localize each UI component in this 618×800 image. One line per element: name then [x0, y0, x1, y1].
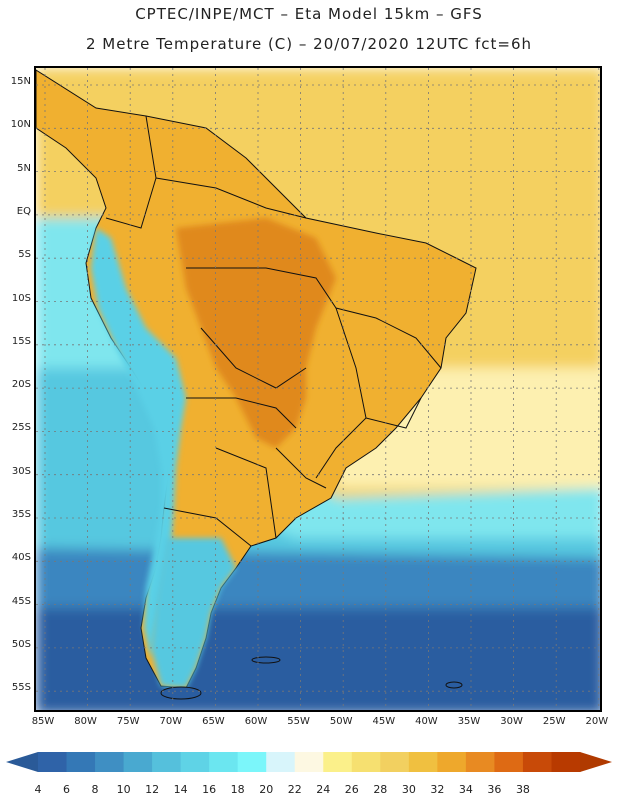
- color-scale: [6, 752, 612, 772]
- south-america: [36, 69, 477, 689]
- longitude-label: 70W: [159, 716, 183, 727]
- latitude-label: EQ: [16, 205, 31, 217]
- latitude-label: 50S: [11, 638, 31, 650]
- longitude-label: 80W: [74, 716, 97, 727]
- longitude-label: 45W: [372, 716, 396, 727]
- color-scale-label: 12: [145, 783, 160, 796]
- high-arrow: [580, 752, 612, 772]
- latitude-label: 25S: [11, 422, 31, 434]
- color-scale-label: 32: [430, 783, 445, 796]
- title-variable: 2 Metre Temperature (C) – 20/07/2020 12U…: [85, 35, 533, 53]
- longitude-label: 35W: [457, 716, 481, 727]
- color-scale-label: 34: [458, 783, 473, 796]
- color-swatch: [209, 752, 239, 772]
- color-scale-label: 24: [316, 783, 331, 796]
- longitude-label: 50W: [329, 716, 353, 727]
- latitude-label: 20S: [11, 379, 31, 391]
- color-scale-label: 30: [401, 783, 416, 796]
- color-scale-label: 16: [202, 783, 217, 796]
- color-swatch: [437, 752, 467, 772]
- color-swatch: [266, 752, 296, 772]
- longitude-label: 65W: [202, 716, 225, 727]
- color-swatch: [351, 752, 381, 772]
- color-swatch: [494, 752, 524, 772]
- country-borders: [105, 115, 442, 547]
- color-scale-label: 36: [487, 783, 502, 796]
- latitude-label: 15S: [11, 335, 31, 347]
- color-swatch: [152, 752, 182, 772]
- longitude-label: 85W: [31, 716, 55, 727]
- color-scale-label: 38: [515, 783, 530, 796]
- latitude-label: 45S: [11, 595, 31, 607]
- color-scale-label: 18: [230, 783, 245, 796]
- color-scale-label: 26: [344, 783, 359, 796]
- color-swatch: [551, 752, 581, 772]
- longitude-label: 60W: [244, 716, 268, 727]
- color-swatch: [522, 752, 552, 772]
- longitude-label: 30W: [500, 716, 523, 727]
- color-swatch: [180, 752, 210, 772]
- temperature-map: [34, 66, 602, 712]
- islands: [160, 656, 463, 700]
- color-swatch: [66, 752, 96, 772]
- color-scale-label: 22: [287, 783, 302, 796]
- latitude-label: 30S: [11, 465, 31, 477]
- longitude-label: 40W: [415, 716, 438, 727]
- color-swatch: [95, 752, 125, 772]
- color-swatch: [380, 752, 410, 772]
- latitude-label: 40S: [11, 552, 31, 564]
- color-swatch: [38, 752, 68, 772]
- color-scale-label: 28: [373, 783, 388, 796]
- longitude-label: 75W: [116, 716, 140, 727]
- color-scale-label: 6: [63, 783, 71, 796]
- latitude-label: 10S: [11, 292, 31, 304]
- color-scale-label: 14: [173, 783, 188, 796]
- color-swatch: [237, 752, 267, 772]
- latitude-label: 55S: [11, 682, 31, 694]
- color-scale-label: 10: [116, 783, 131, 796]
- color-swatch: [465, 752, 495, 772]
- title-model: CPTEC/INPE/MCT – Eta Model 15km – GFS: [135, 5, 483, 23]
- longitude-label: 55W: [287, 716, 310, 727]
- longitude-label: 25W: [542, 716, 566, 727]
- latitude-label: 35S: [11, 509, 31, 520]
- low-arrow: [6, 752, 38, 772]
- color-swatch: [408, 752, 438, 772]
- color-swatch: [323, 752, 353, 772]
- latitude-label: 5S: [18, 249, 31, 261]
- color-scale-label: 8: [91, 783, 99, 796]
- latitude-label: 5N: [17, 162, 31, 174]
- color-scale-label: 4: [34, 783, 42, 796]
- color-swatch: [294, 752, 324, 772]
- color-scale-label: 20: [259, 783, 274, 796]
- color-swatch: [123, 752, 153, 772]
- longitude-label: 20W: [585, 716, 609, 727]
- latitude-label: 10N: [10, 119, 31, 131]
- latitude-label: 15N: [10, 76, 31, 87]
- map-canvas: [36, 68, 600, 710]
- graticule: [36, 68, 600, 710]
